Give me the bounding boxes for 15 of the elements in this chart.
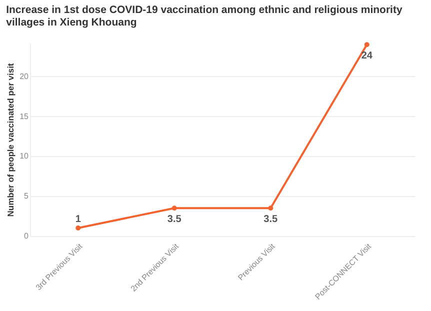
chart-title: Increase in 1st dose COVID-19 vaccination among ethnic and religious minority villages in Xieng Khouang [6,4,402,29]
y-tick-label: 0 [24,232,30,240]
y-axis-title: Number of people vaccinated per visit [6,63,16,217]
y-tick-label: 10 [20,152,30,161]
data-label: 3.5 [264,214,278,226]
y-tick-label: 5 [24,192,30,201]
point [268,206,274,211]
y-tick-label: 15 [20,112,30,121]
point [364,42,370,48]
point [172,206,177,211]
data-label: 3.5 [167,214,182,226]
y-tick-label: 20 [20,72,30,81]
data-label: 1 [75,214,82,226]
data-label: 24 [361,50,373,62]
point [76,226,81,231]
